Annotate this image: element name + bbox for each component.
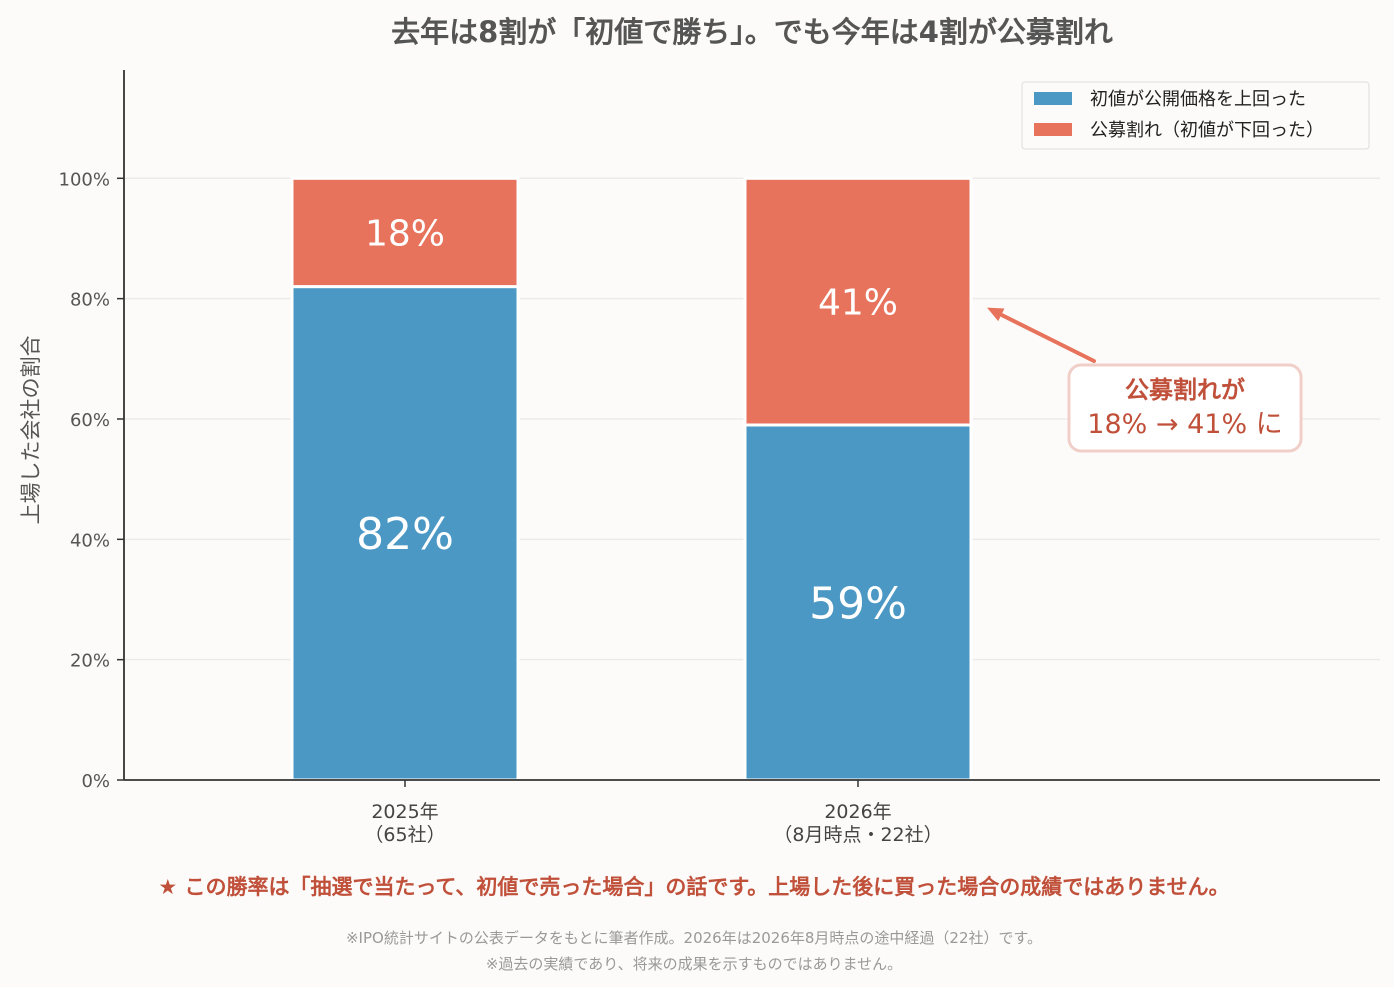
annotation-arrow-line [993, 310, 1096, 363]
x-tick-label-line1: 2026年 [824, 801, 891, 823]
bar-segment [290, 285, 520, 782]
y-tick-label: 80% [70, 290, 110, 311]
legend-box [1021, 81, 1370, 150]
y-tick-label: 0% [81, 771, 110, 792]
x-axis: 2025年（65社） 2026年（8月時点・22社） [124, 779, 1380, 846]
y-tick-label: 20% [70, 651, 110, 672]
source-note-1: ※IPO統計サイトの公表データをもとに筆者作成。2026年は2026年8月時点の… [346, 929, 1042, 947]
highlight-note: ★ この勝率は「抽選で当たって、初値で売った場合」の話です。上場した後に買った場… [158, 875, 1229, 899]
y-axis-label: 上場した会社の割合 [19, 336, 43, 525]
y-axis: 0% 20% 40% 60% 80% 100% [59, 70, 125, 792]
bar-segment [290, 176, 520, 289]
bar-data-label: 59% [809, 578, 907, 629]
annotation-line2: 18% → 41% に [1087, 409, 1282, 440]
y-tick-label: 60% [70, 410, 110, 431]
annotation-line1: 公募割れが [1125, 376, 1245, 404]
x-tick-label-line2: （65社） [364, 824, 445, 846]
annotation: 公募割れが 18% → 41% に [987, 307, 1303, 453]
legend-swatch-above [1034, 92, 1072, 105]
bar-segment [743, 176, 973, 427]
bar-data-label: 82% [356, 509, 454, 560]
chart-title: 去年は8割が「初値で勝ち」。でも今年は4割が公募割れ [391, 15, 1113, 49]
bar-data-label: 18% [365, 213, 445, 254]
bars: 82% 18% 59% 41% [290, 176, 973, 782]
legend-label-below: 公募割れ（初値が下回った） [1090, 120, 1324, 141]
y-tick-label: 100% [59, 169, 110, 190]
annotation-arrow-head [987, 307, 1005, 322]
legend-label-above: 初値が公開価格を上回った [1090, 89, 1306, 110]
y-tick-label: 40% [70, 530, 110, 551]
x-tick-label-line2: （8月時点・22社） [773, 824, 942, 846]
x-tick-label-line1: 2025年 [371, 801, 438, 823]
bar-data-label: 41% [818, 283, 898, 324]
legend: 初値が公開価格を上回った 公募割れ（初値が下回った） [1021, 81, 1370, 150]
annotation-box [1067, 363, 1303, 453]
source-note-2: ※過去の実績であり、将来の成果を示すものではありません。 [486, 955, 902, 973]
legend-swatch-below [1034, 123, 1072, 136]
